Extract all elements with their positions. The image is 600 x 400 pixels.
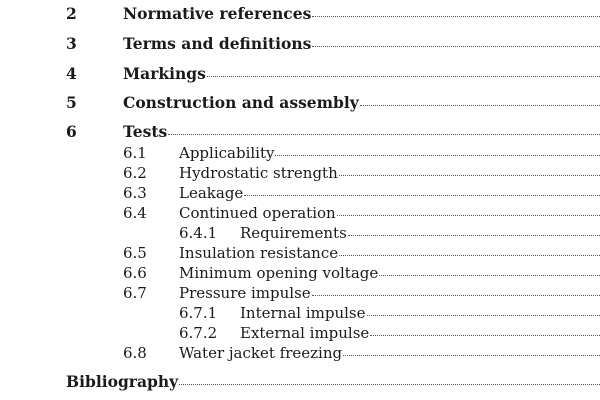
toc-entry-6-4[interactable]: 6.4 Continued operation <box>123 206 600 221</box>
toc-entry-title[interactable]: Minimum opening voltage <box>179 264 379 282</box>
toc-entry-title[interactable]: Hydrostatic strength <box>179 164 338 182</box>
toc-entry-5[interactable]: 5 Construction and assembly <box>66 95 600 111</box>
toc-entry-6-7-1[interactable]: 6.7.1 Internal impulse <box>179 306 600 321</box>
toc-entry-title[interactable]: Pressure impulse <box>179 284 311 302</box>
dot-leader <box>338 175 600 176</box>
toc-entry-title[interactable]: Requirements <box>240 224 347 242</box>
toc-entry-2[interactable]: 2 Normative references <box>66 6 600 22</box>
toc-entry-number: 6.2 <box>123 164 147 182</box>
toc-entry-number: 6.3 <box>123 184 147 202</box>
toc-entry-title[interactable]: Tests <box>123 122 168 141</box>
dot-leader <box>275 155 600 156</box>
toc-entry-6-3[interactable]: 6.3 Leakage <box>123 186 600 201</box>
toc-entry-6-5[interactable]: 6.5 Insulation resistance <box>123 246 600 261</box>
toc-entry-number: 6.7.1 <box>179 304 218 322</box>
dot-leader <box>379 275 600 276</box>
toc-entry-6-7-2[interactable]: 6.7.2 External impulse <box>179 326 600 341</box>
toc-entry-title[interactable]: Water jacket freezing <box>179 344 343 362</box>
toc-entry-6-2[interactable]: 6.2 Hydrostatic strength <box>123 166 600 181</box>
dot-leader <box>179 384 600 385</box>
toc-entry-number: 6.7 <box>123 284 147 302</box>
dot-leader <box>343 355 600 356</box>
dot-leader <box>244 195 600 196</box>
dot-leader <box>311 295 600 296</box>
toc-entry-number: 3 <box>66 34 77 53</box>
toc-entry-number: 6.4.1 <box>179 224 218 242</box>
toc-entry-title[interactable]: Normative references <box>123 4 312 23</box>
toc-entry-number: 6.4 <box>123 204 147 222</box>
dot-leader <box>312 16 600 17</box>
toc-entry-3[interactable]: 3 Terms and definitions <box>66 36 600 52</box>
dot-leader <box>370 335 600 336</box>
toc-entry-number: 5 <box>66 93 77 112</box>
toc-entry-4[interactable]: 4 Markings <box>66 66 600 82</box>
toc-entry-number: 6.7.2 <box>179 324 218 342</box>
toc-entry-number: 6.5 <box>123 244 147 262</box>
toc-entry-number: 4 <box>66 64 77 83</box>
toc-entry-6-7[interactable]: 6.7 Pressure impulse <box>123 286 600 301</box>
toc-entry-title[interactable]: Terms and definitions <box>123 34 312 53</box>
dot-leader <box>206 76 600 77</box>
toc-entry-title[interactable]: External impulse <box>240 324 370 342</box>
toc-entry-title[interactable]: Construction and assembly <box>123 93 359 112</box>
toc-entry-number: 6.8 <box>123 344 147 362</box>
toc-entry-6-4-1[interactable]: 6.4.1 Requirements <box>179 226 600 241</box>
toc-entry-number: 6 <box>66 122 77 141</box>
toc-entry-title[interactable]: Continued operation <box>179 204 336 222</box>
toc-entry-title[interactable]: Leakage <box>179 184 244 202</box>
toc-entry-title[interactable]: Bibliography <box>66 372 179 391</box>
dot-leader <box>312 46 600 47</box>
toc-entry-number: 6.1 <box>123 144 147 162</box>
toc-entry-bibliography[interactable]: Bibliography <box>66 374 600 390</box>
dot-leader <box>339 255 600 256</box>
toc-entry-title[interactable]: Insulation resistance <box>179 244 339 262</box>
toc-entry-6-6[interactable]: 6.6 Minimum opening voltage <box>123 266 600 281</box>
dot-leader <box>336 215 600 216</box>
toc-entry-title[interactable]: Applicability <box>179 144 275 162</box>
dot-leader <box>366 315 600 316</box>
dot-leader <box>359 105 600 106</box>
toc-entry-title[interactable]: Internal impulse <box>240 304 366 322</box>
toc-entry-6[interactable]: 6 Tests <box>66 124 600 140</box>
toc-entry-6-1[interactable]: 6.1 Applicability <box>123 146 600 161</box>
dot-leader <box>168 134 600 135</box>
toc-entry-number: 6.6 <box>123 264 147 282</box>
dot-leader <box>347 235 600 236</box>
toc-entry-6-8[interactable]: 6.8 Water jacket freezing <box>123 346 600 361</box>
toc-entry-number: 2 <box>66 4 77 23</box>
toc-entry-title[interactable]: Markings <box>123 64 206 83</box>
